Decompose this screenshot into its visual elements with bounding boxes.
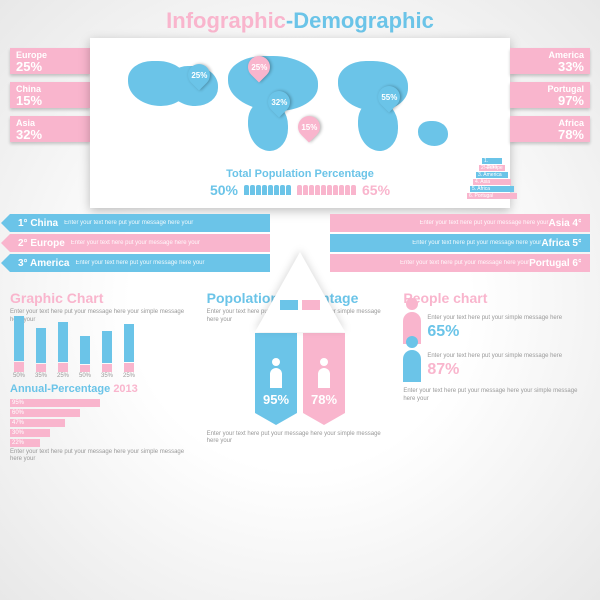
region-ribbon: Europe25%: [10, 48, 90, 74]
people-chart-row: Enter your text here put your simple mes…: [403, 312, 590, 344]
bar-pair: 50%: [76, 336, 94, 379]
hbar: 30%: [10, 429, 50, 437]
arrow-left-icon: [280, 300, 298, 310]
people-chart-col: People chart Enter your text here put yo…: [403, 290, 590, 468]
down-arrows: 95%78%: [207, 333, 394, 413]
rank-left: 3° AmericaEnter your text here put your …: [10, 254, 270, 272]
triangle-arrows: [280, 300, 320, 310]
rank-left: 2° EuropeEnter your text here put your m…: [10, 234, 270, 252]
map-pin: 15%: [293, 111, 324, 142]
person-icon: [403, 350, 421, 382]
down-arrow: 95%: [255, 333, 297, 413]
graphic-chart-col: Graphic Chart Enter your text here put y…: [10, 290, 197, 468]
region-ribbon: Africa78%: [510, 116, 590, 142]
hbar: 47%: [10, 419, 65, 427]
top-section: Europe25% China15% Asia32% 25%25%32%15%55%…: [0, 38, 600, 208]
hbar-chart: 95% 60% 47% 30% 22%: [10, 399, 197, 447]
graphic-chart-title: Graphic Chart: [10, 290, 197, 306]
people-chart-title: People chart: [403, 290, 590, 306]
region-ribbon: Portugal97%: [510, 82, 590, 108]
rank-left: 1° ChinaEnter your text here put your me…: [10, 214, 270, 232]
bar-pair: 50%: [10, 316, 28, 379]
region-ribbon: Asia32%: [10, 116, 90, 142]
bar-pair: 35%: [98, 331, 116, 379]
region-ribbon: America33%: [510, 48, 590, 74]
bar-chart: 50%35%25%50%35%25%: [10, 329, 197, 379]
population-row: 50% 65%: [98, 182, 502, 198]
map-panel: 25%25%32%15%55% Total Population Percent…: [90, 38, 510, 208]
left-labels: Europe25% China15% Asia32%: [10, 38, 90, 208]
bar-pair: 35%: [32, 328, 50, 379]
annual-title: Annual-Percentage 2013: [10, 383, 197, 395]
rank-right: Enter your text here put your message he…: [330, 214, 590, 232]
hbar: 60%: [10, 409, 80, 417]
triangle-divider: [255, 252, 345, 332]
person-icon: [270, 368, 282, 388]
down-arrow: 78%: [303, 333, 345, 413]
rank-row: 2° EuropeEnter your text here put your m…: [10, 234, 590, 252]
map-subtitle: Total Population Percentage: [98, 168, 502, 180]
main-title: Infographic-Demographic: [0, 0, 600, 38]
bar-pair: 25%: [120, 324, 138, 379]
rank-right: Enter your text here put your message he…: [330, 254, 590, 272]
people-chart-row: Enter your text here put your simple mes…: [403, 350, 590, 382]
pyramid-legend: 1. China2. Europe3. America4. Asia5. Afr…: [452, 157, 502, 200]
region-ribbon: China15%: [10, 82, 90, 108]
rank-right: Enter your text here put your message he…: [330, 234, 590, 252]
hbar: 22%: [10, 439, 40, 447]
bar-pair: 25%: [54, 322, 72, 379]
arrow-right-icon: [302, 300, 320, 310]
rank-row: 1° ChinaEnter your text here put your me…: [10, 214, 590, 232]
hbar: 95%: [10, 399, 100, 407]
world-map: 25%25%32%15%55%: [98, 46, 502, 166]
person-icon: [318, 368, 330, 388]
right-labels: America33% Portugal97% Africa78%: [510, 38, 590, 208]
